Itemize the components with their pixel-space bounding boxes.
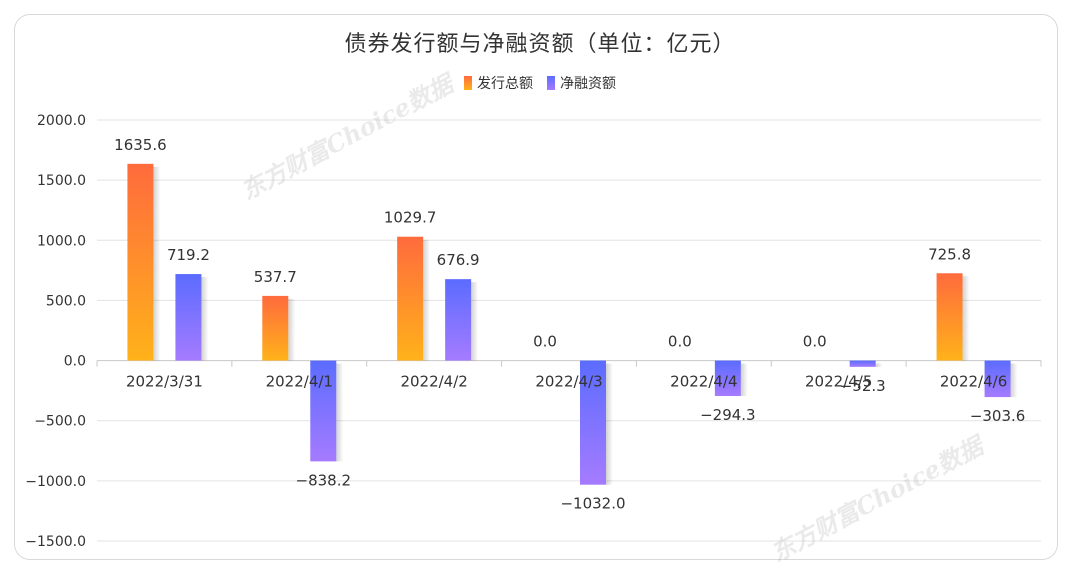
bar-net-financing	[580, 360, 606, 485]
data-label-net-financing: −52.3	[840, 377, 886, 395]
y-tick-label: −1000.0	[25, 474, 86, 490]
label-layer: 2000.0 1500.0 1000.0 500.0 0.0 −500.0 −1000.0 −…	[25, 113, 1025, 550]
data-label-net-financing: −303.6	[970, 407, 1026, 425]
bar-issuance	[127, 163, 154, 361]
legend-item-net-financing[interactable]: 净融资额	[547, 73, 616, 93]
bar-issuance	[262, 295, 289, 361]
data-label-net-financing: −838.2	[296, 471, 352, 489]
bar-shadow	[423, 239, 431, 361]
bar-net-financing	[310, 360, 337, 462]
data-label-issuance: 0.0	[533, 333, 557, 351]
x-tick-label: 2022/4/4	[670, 373, 737, 391]
bar-net-financing	[849, 360, 876, 367]
bar-shadow	[471, 282, 479, 361]
bar-net-financing	[984, 360, 1011, 398]
data-label-issuance: 537.7	[254, 268, 297, 286]
x-tick-label: 2022/4/2	[400, 373, 467, 391]
bar-net-financing	[714, 360, 741, 396]
y-tick-label: 500.0	[46, 293, 86, 309]
y-tick-label: −500.0	[34, 414, 86, 430]
chart-title: 债券发行额与净融资额（单位：亿元）	[344, 32, 736, 57]
data-label-issuance: 0.0	[668, 333, 692, 351]
y-tick-label: 1500.0	[37, 173, 86, 189]
grid-layer	[96, 119, 1042, 542]
data-label-issuance: 725.8	[928, 245, 971, 263]
x-tick-label: 2022/3/31	[126, 373, 203, 391]
bar-shadow	[875, 363, 883, 367]
y-tick-label: 0.0	[64, 354, 86, 370]
bar-shadow	[962, 276, 970, 361]
bar-shadow	[288, 298, 296, 361]
data-label-net-financing: −1032.0	[560, 495, 625, 513]
bar-shadow	[606, 363, 613, 485]
x-tick-label: 2022/4/5	[805, 373, 872, 391]
bar-issuance	[936, 273, 963, 361]
bar-shadow	[153, 166, 161, 361]
legend-label-issuance: 发行总额	[477, 76, 533, 92]
data-label-net-financing: −294.3	[700, 406, 756, 424]
bar-issuance	[397, 236, 424, 361]
bar-shadow	[336, 363, 344, 462]
bar-shadow	[1010, 363, 1018, 398]
x-tick-label: 2022/4/1	[266, 373, 333, 391]
legend-swatch-net-financing	[547, 76, 555, 90]
data-label-net-financing: 719.2	[167, 246, 210, 264]
bar-net-financing	[445, 279, 472, 361]
y-tick-label: −1500.0	[25, 534, 86, 550]
y-tick-label: 1000.0	[37, 233, 86, 249]
chart-legend: 发行总额 净融资额	[0, 73, 1080, 93]
x-tick-label: 2022/4/6	[940, 373, 1007, 391]
x-tick-label: 2022/4/3	[535, 373, 602, 391]
y-tick-label: 2000.0	[37, 113, 86, 129]
data-label-issuance: 0.0	[803, 333, 827, 351]
data-label-net-financing: 676.9	[437, 251, 480, 269]
data-label-issuance: 1029.7	[384, 209, 437, 227]
legend-swatch-issuance	[464, 76, 472, 90]
bar-shadow	[740, 363, 748, 396]
bar-net-financing	[175, 274, 202, 361]
bar-shadow	[201, 277, 209, 361]
legend-label-net-financing: 净融资额	[560, 76, 616, 92]
data-label-issuance: 1635.6	[114, 136, 167, 154]
bar-layer	[127, 163, 1018, 485]
legend-item-issuance[interactable]: 发行总额	[464, 73, 533, 93]
